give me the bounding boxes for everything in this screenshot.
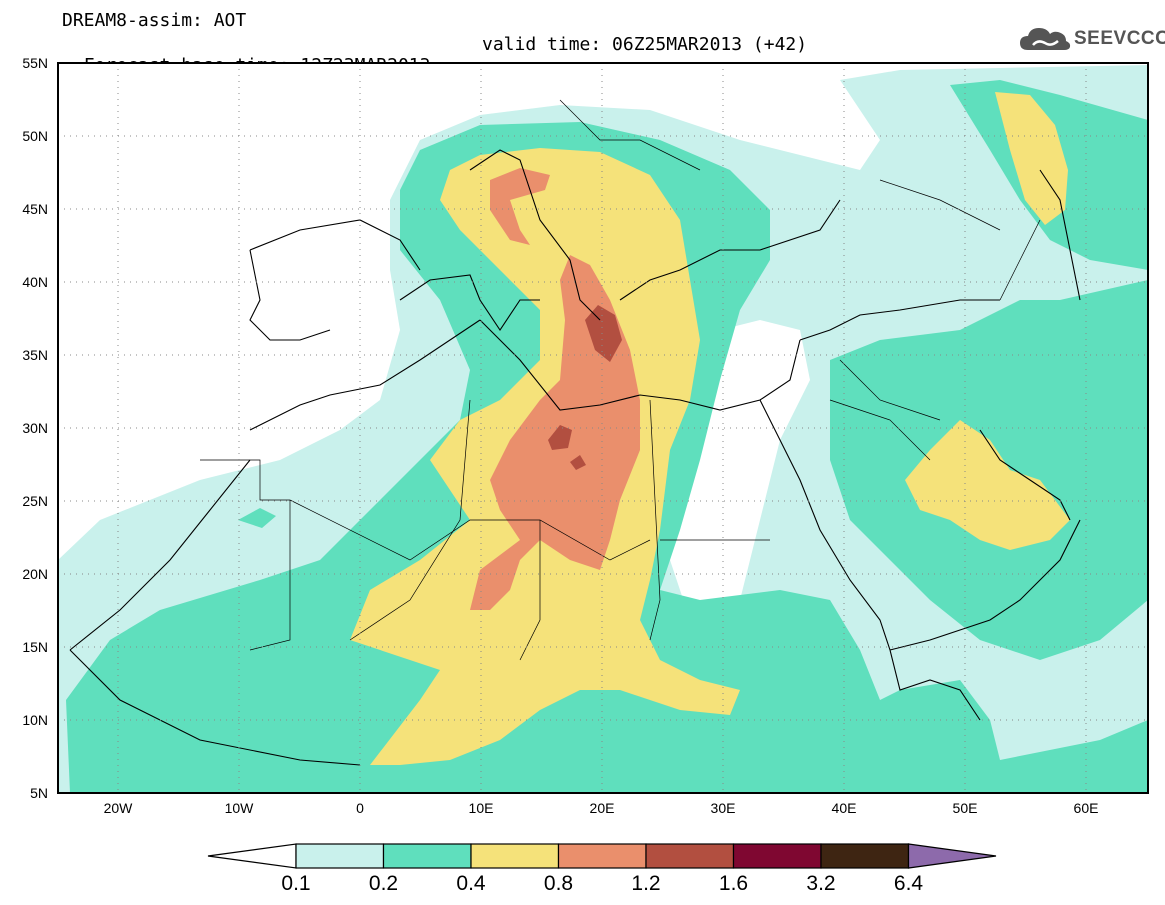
cloud-icon: [1020, 28, 1071, 50]
colorbar-segment: [382, 843, 472, 869]
lat-label: 40N: [22, 274, 48, 290]
colorbar-label: 6.4: [893, 872, 924, 895]
colorbar-label: 0.4: [456, 872, 486, 895]
lat-label: 20N: [22, 566, 48, 582]
colorbar-segment: [295, 843, 385, 869]
colorbar-low-arrow: [207, 843, 297, 869]
lat-label: 55N: [22, 55, 48, 71]
lon-label: 60E: [1074, 800, 1099, 816]
lon-label: 30E: [711, 800, 736, 816]
map-frame: [57, 62, 1149, 794]
colorbar-high-arrow: [907, 843, 997, 869]
lon-label: 20E: [590, 800, 615, 816]
aot-contours: [58, 63, 1148, 793]
lon-label: 10W: [225, 800, 255, 816]
lat-label: 50N: [22, 128, 48, 144]
colorbar-segment: [820, 843, 910, 869]
aot-band-1.2-c: [570, 455, 586, 470]
colorbar-label: 3.2: [806, 872, 836, 895]
lat-label: 25N: [22, 493, 48, 509]
lat-labels: 55N 50N 45N 40N 35N 30N 25N 20N 15N 10N …: [22, 55, 48, 801]
valid-time: valid time: 06Z25MAR2013 (+42): [482, 34, 808, 55]
lat-label: 45N: [22, 201, 48, 217]
aot-band-0.4-caspian: [995, 92, 1068, 225]
colorbar-label: 0.1: [281, 872, 311, 895]
colorbar-segment: [470, 843, 560, 869]
lon-label: 20W: [104, 800, 134, 816]
logo-text: SEEVCCC: [1074, 28, 1165, 49]
lon-label: 0: [356, 800, 364, 816]
lon-label: 40E: [832, 800, 857, 816]
aot-band-1.2: [585, 305, 622, 362]
aot-band-0.8-north: [490, 168, 550, 245]
lon-label: 10E: [469, 800, 494, 816]
colorbar-segment: [557, 843, 647, 869]
lon-labels: 20W 10W 0 10E 20E 30E 40E 50E 60E: [104, 800, 1099, 816]
aot-band-0.2-westpatch: [238, 508, 276, 528]
country-borders: [200, 99, 1041, 661]
title-line-1: DREAM8-assim: AOT: [62, 10, 247, 31]
colorbar-label: 0.2: [368, 872, 399, 895]
lat-label: 10N: [22, 712, 48, 728]
seevccc-logo: SEEVCCC: [1018, 22, 1165, 56]
lon-label: 50E: [953, 800, 978, 816]
lat-label: 30N: [22, 420, 48, 436]
aot-band-0.4-arabia: [905, 420, 1070, 550]
colorbar-segment: [732, 843, 822, 869]
colorbar-label: 1.2: [631, 872, 661, 895]
lat-label: 35N: [22, 347, 48, 363]
lat-label: 15N: [22, 639, 48, 655]
colorbar-label: 1.6: [718, 872, 749, 895]
colorbar-label: 0.8: [543, 872, 574, 895]
aot-band-1.2-b: [548, 425, 572, 450]
colorbar-segment: [645, 843, 735, 869]
lat-label: 5N: [30, 785, 48, 801]
